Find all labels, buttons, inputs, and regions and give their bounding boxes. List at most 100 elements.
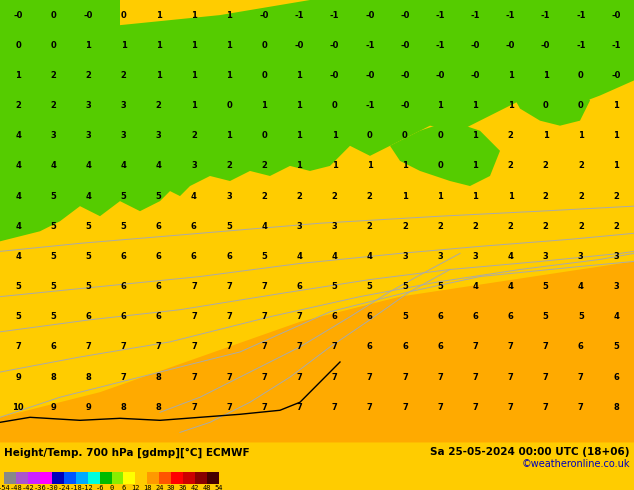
Text: 6: 6 — [297, 282, 302, 291]
Text: 2: 2 — [613, 192, 619, 200]
Text: 8: 8 — [50, 372, 56, 382]
Text: 7: 7 — [297, 312, 302, 321]
Text: 0: 0 — [50, 41, 56, 50]
Text: 1: 1 — [402, 192, 408, 200]
Text: 1: 1 — [297, 71, 302, 80]
Text: -0: -0 — [611, 11, 621, 20]
Text: 5: 5 — [86, 282, 91, 291]
Text: -0: -0 — [611, 71, 621, 80]
Text: 1: 1 — [472, 161, 478, 171]
Text: 7: 7 — [226, 282, 232, 291]
Text: 18: 18 — [143, 485, 152, 490]
Text: 1: 1 — [613, 131, 619, 140]
Text: 7: 7 — [472, 343, 478, 351]
Text: 9: 9 — [86, 403, 91, 412]
Text: 30: 30 — [167, 485, 176, 490]
Text: 5: 5 — [332, 282, 337, 291]
Bar — [183, 472, 195, 484]
Text: 1: 1 — [297, 131, 302, 140]
Text: -0: -0 — [295, 41, 304, 50]
Text: -1: -1 — [576, 11, 586, 20]
Bar — [159, 472, 171, 484]
Text: 4: 4 — [508, 252, 514, 261]
Text: 7: 7 — [472, 372, 478, 382]
Text: 42: 42 — [191, 485, 199, 490]
Text: 1: 1 — [156, 11, 162, 20]
Text: 0: 0 — [437, 131, 443, 140]
Text: 6: 6 — [437, 343, 443, 351]
Bar — [52, 472, 64, 484]
Text: 1: 1 — [437, 101, 443, 110]
Text: 5: 5 — [86, 252, 91, 261]
Text: 1: 1 — [472, 131, 478, 140]
Text: 1: 1 — [508, 71, 514, 80]
Bar — [112, 472, 124, 484]
Bar — [171, 472, 183, 484]
Text: 0: 0 — [226, 101, 232, 110]
Text: -0: -0 — [506, 41, 515, 50]
Text: 7: 7 — [120, 372, 126, 382]
Text: 4: 4 — [15, 252, 21, 261]
Text: 4: 4 — [191, 192, 197, 200]
Text: -18: -18 — [69, 485, 82, 490]
Text: 1: 1 — [226, 131, 232, 140]
Text: 6: 6 — [191, 252, 197, 261]
Text: 7: 7 — [226, 403, 232, 412]
Text: -1: -1 — [611, 41, 621, 50]
Text: 2: 2 — [261, 161, 267, 171]
Text: 6: 6 — [191, 222, 197, 231]
Text: -1: -1 — [541, 11, 550, 20]
Text: 5: 5 — [50, 222, 56, 231]
Text: 2: 2 — [508, 222, 514, 231]
Text: 3: 3 — [297, 222, 302, 231]
Text: 1: 1 — [15, 71, 21, 80]
Text: 3: 3 — [86, 131, 91, 140]
Text: 6: 6 — [120, 282, 126, 291]
Text: 7: 7 — [191, 343, 197, 351]
Text: 2: 2 — [50, 71, 56, 80]
Text: 5: 5 — [86, 222, 91, 231]
Text: -42: -42 — [22, 485, 34, 490]
Text: 7: 7 — [191, 312, 197, 321]
Bar — [28, 472, 40, 484]
Text: 2: 2 — [226, 161, 232, 171]
Text: -0: -0 — [13, 11, 23, 20]
Text: 1: 1 — [156, 71, 162, 80]
Text: 6: 6 — [226, 252, 232, 261]
Text: 7: 7 — [261, 312, 267, 321]
Text: 3: 3 — [226, 192, 232, 200]
Text: 2: 2 — [15, 101, 21, 110]
Text: 0: 0 — [261, 71, 267, 80]
Text: 1: 1 — [120, 41, 126, 50]
Bar — [75, 472, 87, 484]
Bar — [100, 472, 112, 484]
Text: 6: 6 — [613, 372, 619, 382]
Polygon shape — [0, 0, 634, 242]
Bar — [16, 472, 28, 484]
Text: 1: 1 — [332, 161, 337, 171]
Text: 6: 6 — [402, 343, 408, 351]
Text: 7: 7 — [297, 403, 302, 412]
Text: 5: 5 — [156, 192, 162, 200]
Text: 7: 7 — [297, 372, 302, 382]
Text: -6: -6 — [95, 485, 104, 490]
Text: 1: 1 — [613, 161, 619, 171]
Text: 24: 24 — [155, 485, 164, 490]
Text: 3: 3 — [402, 252, 408, 261]
Text: 8: 8 — [120, 403, 126, 412]
Text: 2: 2 — [508, 161, 514, 171]
Text: 6: 6 — [367, 312, 373, 321]
Text: 1: 1 — [226, 41, 232, 50]
Polygon shape — [390, 121, 500, 186]
Text: -0: -0 — [84, 11, 93, 20]
Text: 1: 1 — [402, 161, 408, 171]
Bar — [40, 472, 52, 484]
Text: 7: 7 — [402, 403, 408, 412]
Text: 4: 4 — [367, 252, 373, 261]
Text: -1: -1 — [470, 11, 480, 20]
Text: 1: 1 — [472, 101, 478, 110]
Text: 0: 0 — [261, 41, 267, 50]
Text: 7: 7 — [191, 282, 197, 291]
Text: 1: 1 — [191, 101, 197, 110]
Bar — [195, 472, 207, 484]
